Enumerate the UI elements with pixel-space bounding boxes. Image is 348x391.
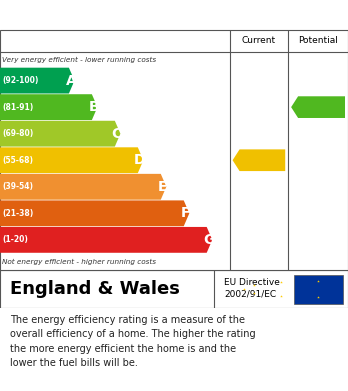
Polygon shape xyxy=(0,174,166,200)
Text: Energy Efficiency Rating: Energy Efficiency Rating xyxy=(10,7,220,23)
Text: The energy efficiency rating is a measure of the
overall efficiency of a home. T: The energy efficiency rating is a measur… xyxy=(10,315,256,368)
Polygon shape xyxy=(0,94,97,120)
Text: (1-20): (1-20) xyxy=(3,235,29,244)
Text: Very energy efficient - lower running costs: Very energy efficient - lower running co… xyxy=(2,57,156,63)
Polygon shape xyxy=(0,121,120,147)
Text: Potential: Potential xyxy=(298,36,338,45)
Text: D: D xyxy=(134,153,145,167)
Text: (69-80): (69-80) xyxy=(3,129,34,138)
Text: (39-54): (39-54) xyxy=(3,182,34,191)
Polygon shape xyxy=(0,68,74,93)
Polygon shape xyxy=(0,227,212,253)
Text: Current: Current xyxy=(242,36,276,45)
Text: G: G xyxy=(203,233,214,247)
Bar xyxy=(294,275,343,303)
Text: B: B xyxy=(88,100,99,114)
Text: 63: 63 xyxy=(252,154,269,167)
Text: A: A xyxy=(65,74,76,88)
Polygon shape xyxy=(232,149,285,171)
Polygon shape xyxy=(0,201,189,226)
Text: Not energy efficient - higher running costs: Not energy efficient - higher running co… xyxy=(2,259,156,265)
Text: EU Directive
2002/91/EC: EU Directive 2002/91/EC xyxy=(224,278,280,299)
Text: E: E xyxy=(158,180,167,194)
Text: (81-91): (81-91) xyxy=(3,102,34,112)
Text: (92-100): (92-100) xyxy=(3,76,39,85)
Text: 82: 82 xyxy=(311,100,329,114)
Text: England & Wales: England & Wales xyxy=(10,280,180,298)
Polygon shape xyxy=(0,147,143,173)
Text: (55-68): (55-68) xyxy=(3,156,34,165)
Text: C: C xyxy=(112,127,122,141)
Text: F: F xyxy=(181,206,190,220)
Polygon shape xyxy=(291,96,345,118)
Text: (21-38): (21-38) xyxy=(3,209,34,218)
